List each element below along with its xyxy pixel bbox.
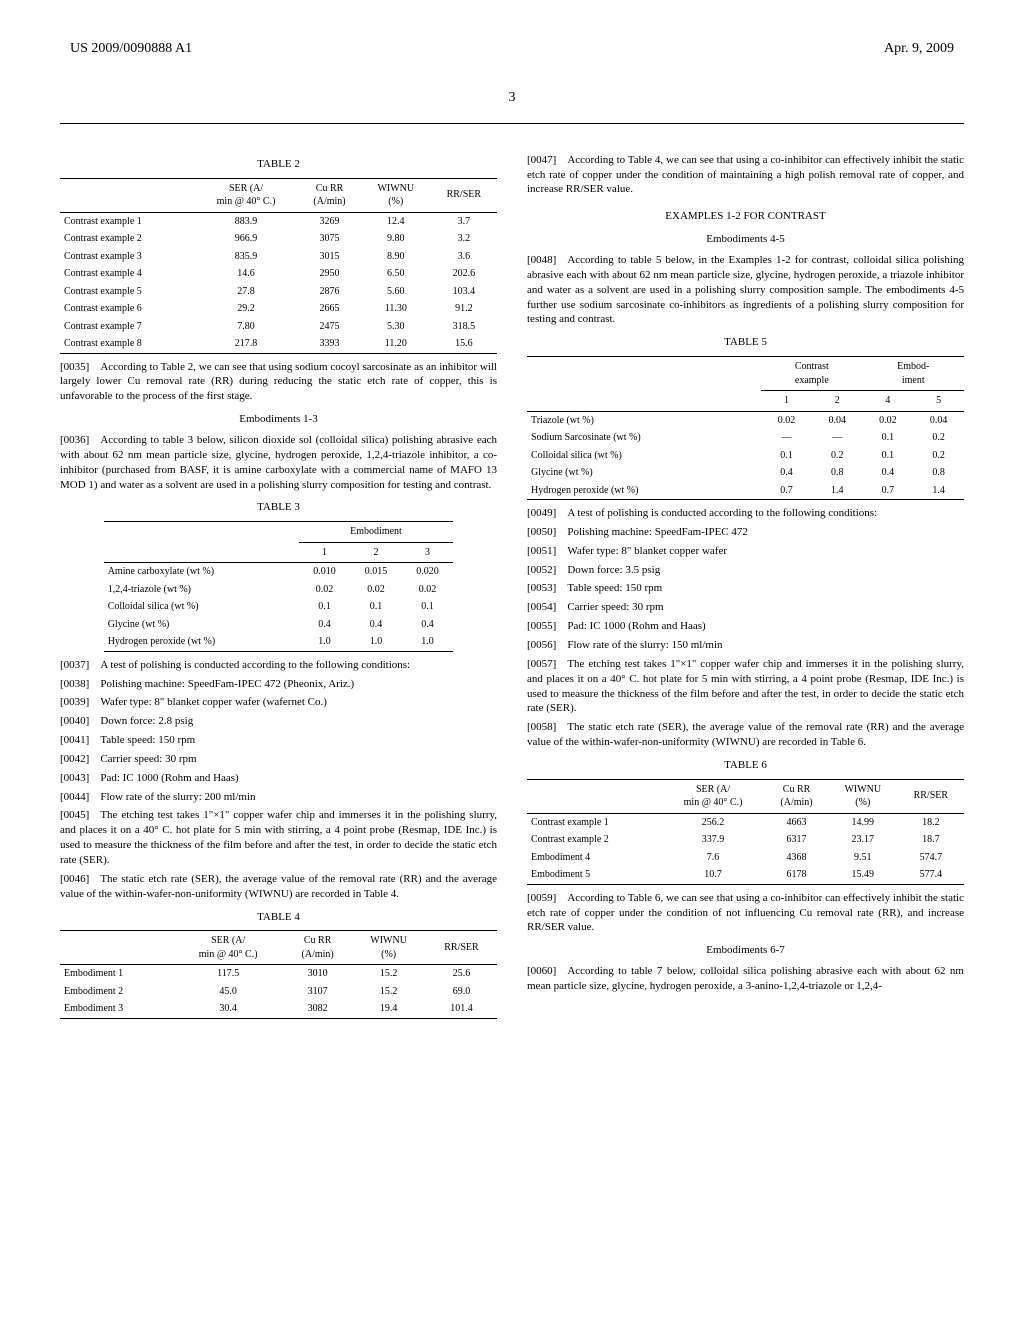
para-54: [0054] Carrier speed: 30 rpm [527,600,964,615]
left-column: TABLE 2 SER (A/ min @ 40° C.)Cu RR (A/mi… [60,149,497,1025]
para-52: [0052] Down force: 3.5 psig [527,563,964,578]
para-51: [0051] Wafer type: 8" blanket copper waf… [527,544,964,559]
para-45: [0045] The etching test takes 1"×1" copp… [60,808,497,867]
table-6: SER (A/ min @ 40° C.)Cu RR (A/min)WIWNU … [527,779,964,885]
para-42: [0042] Carrier speed: 30 rpm [60,752,497,767]
para-44: [0044] Flow rate of the slurry: 200 ml/m… [60,790,497,805]
table-2-caption: TABLE 2 [60,157,497,172]
para-38: [0038] Polishing machine: SpeedFam-IPEC … [60,677,497,692]
table-6-caption: TABLE 6 [527,758,964,773]
embodiments-4-5-heading: Embodiments 4-5 [527,232,964,247]
para-55: [0055] Pad: IC 1000 (Rohm and Haas) [527,619,964,634]
para-58: [0058] The static etch rate (SER), the a… [527,720,964,750]
para-37: [0037] A test of polishing is conducted … [60,658,497,673]
examples-1-2-heading: EXAMPLES 1-2 FOR CONTRAST [527,209,964,224]
para-40: [0040] Down force: 2.8 psig [60,714,497,729]
para-56: [0056] Flow rate of the slurry: 150 ml/m… [527,638,964,653]
embodiments-6-7-heading: Embodiments 6-7 [527,943,964,958]
pub-number: US 2009/0090888 A1 [70,40,192,59]
para-57: [0057] The etching test takes 1"×1" copp… [527,657,964,716]
table-2: SER (A/ min @ 40° C.)Cu RR (A/min)WIWNU … [60,178,497,354]
right-column: [0047] According to Table 4, we can see … [527,149,964,1025]
table-5-caption: TABLE 5 [527,335,964,350]
table-5: Contrast exampleEmbod- iment 1245 Triazo… [527,356,964,500]
embodiments-1-3-heading: Embodiments 1-3 [60,412,497,427]
para-50: [0050] Polishing machine: SpeedFam-IPEC … [527,525,964,540]
header: US 2009/0090888 A1 Apr. 9, 2009 [60,40,964,59]
para-49: [0049] A test of polishing is conducted … [527,506,964,521]
para-35: [0035] According to Table 2, we can see … [60,360,497,405]
header-rule [60,123,964,124]
table-4-caption: TABLE 4 [60,910,497,925]
pub-date: Apr. 9, 2009 [884,40,954,59]
table-4: SER (A/ min @ 40° C.)Cu RR (A/min)WIWNU … [60,930,497,1019]
page-number: 3 [60,89,964,108]
table-3: Embodiment 123 Amine carboxylate (wt %)0… [104,521,454,652]
para-59: [0059] According to Table 6, we can see … [527,891,964,936]
para-48: [0048] According to table 5 below, in th… [527,253,964,327]
para-36: [0036] According to table 3 below, silic… [60,433,497,492]
para-41: [0041] Table speed: 150 rpm [60,733,497,748]
table-3-caption: TABLE 3 [60,500,497,515]
para-60: [0060] According to table 7 below, collo… [527,964,964,994]
para-53: [0053] Table speed: 150 rpm [527,581,964,596]
para-43: [0043] Pad: IC 1000 (Rohm and Haas) [60,771,497,786]
para-47: [0047] According to Table 4, we can see … [527,153,964,198]
para-46: [0046] The static etch rate (SER), the a… [60,872,497,902]
para-39: [0039] Wafer type: 8" blanket copper waf… [60,695,497,710]
